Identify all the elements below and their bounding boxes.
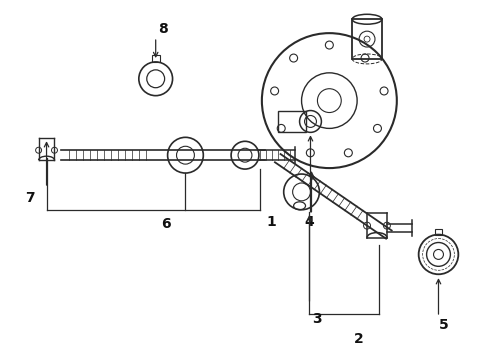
- Text: 8: 8: [158, 22, 168, 36]
- Text: 3: 3: [313, 312, 322, 326]
- Text: 5: 5: [439, 318, 448, 332]
- Bar: [435, 229, 442, 235]
- Text: 7: 7: [25, 191, 34, 205]
- Text: 1: 1: [267, 215, 277, 229]
- Text: 6: 6: [161, 217, 171, 231]
- Text: 4: 4: [305, 215, 315, 229]
- Bar: [278, 111, 306, 132]
- Text: 2: 2: [354, 332, 364, 346]
- Bar: [352, 19, 382, 59]
- Bar: [152, 55, 160, 62]
